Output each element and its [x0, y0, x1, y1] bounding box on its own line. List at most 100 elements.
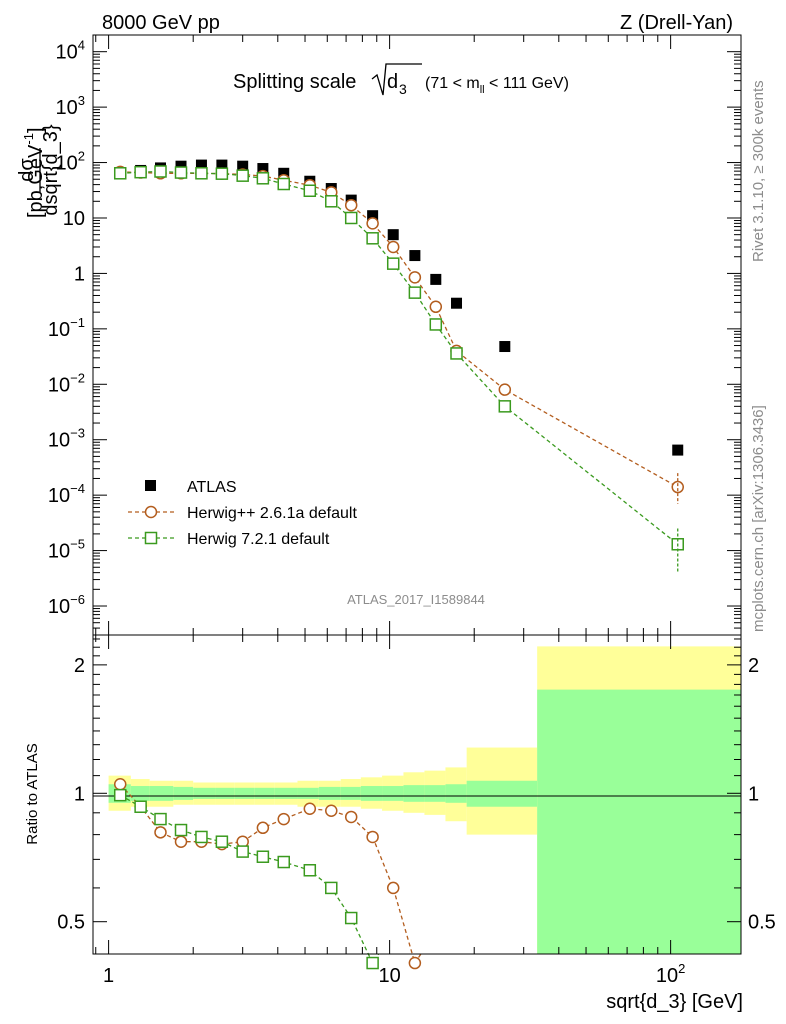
- ratio-band-inner-6: [234, 787, 255, 799]
- legend-label-atlas: ATLAS: [187, 479, 237, 496]
- ratio-point-s1-7: [256, 821, 270, 835]
- ratio-tick-label-left-1: 1: [74, 783, 85, 805]
- y-tick-label-0: 10−6: [48, 592, 85, 618]
- ratio-band-inner-16: [445, 784, 467, 803]
- ratio-frame: [92, 634, 742, 955]
- point-s1-17: [498, 383, 512, 396]
- ratio-series: [113, 777, 422, 970]
- legend-label-herwig7: Herwig 7.2.1 default: [187, 531, 330, 548]
- ratio-band-inner-9: [297, 787, 319, 799]
- point-s2-13: [386, 257, 400, 270]
- y-tick-label-1: 10−5: [48, 537, 85, 563]
- legend-label-herwigpp: Herwig++ 2.6.1a default: [187, 505, 357, 522]
- mcplots-text: mcplots.cern.ch [arXiv:1306.3436]: [750, 405, 767, 632]
- point-s0-7: [257, 163, 269, 175]
- ratio-point-s1-9: [303, 802, 317, 815]
- point-s0-15: [430, 273, 442, 285]
- point-s2-5: [215, 167, 229, 180]
- point-s0-8: [278, 167, 290, 179]
- point-s1-13: [386, 240, 400, 254]
- point-s2-10: [325, 195, 338, 208]
- x-tick-label-2: 102: [656, 961, 685, 987]
- ratio-band-inner-2: [149, 786, 174, 801]
- ratio-band-inner-14: [403, 785, 425, 802]
- ratio-band-inner-17: [466, 780, 538, 807]
- y-tick-label-6: 1: [74, 263, 85, 285]
- y-label-numerator: dσ: [16, 158, 38, 182]
- ratio-point-s1-14: [408, 956, 422, 970]
- y-axis-label: dσ dsqrt{d_3} [pb,GeV-1]: [16, 124, 62, 218]
- point-s0-18: [672, 444, 684, 456]
- ratio-point-s2-8: [277, 855, 290, 869]
- point-s2-8: [277, 177, 290, 191]
- ratio-point-s1-2: [154, 826, 167, 839]
- point-s2-4: [195, 167, 208, 180]
- ratio-band-inner-7: [254, 787, 275, 799]
- point-s2-3: [174, 166, 188, 179]
- ratio-y-axis-label: Ratio to ATLAS: [24, 743, 41, 844]
- ratio-tick-label-left-0: 0.5: [57, 912, 85, 934]
- legend: ATLAS Herwig++ 2.6.1a default Herwig 7.2…: [128, 479, 357, 548]
- point-s0-5: [216, 159, 228, 171]
- legend-marker-herwig7: [144, 531, 158, 545]
- ratio-band-inner-10: [318, 786, 341, 800]
- header-left: 8000 GeV pp: [102, 12, 220, 34]
- ratio-band-inner-13: [382, 786, 404, 801]
- ratio-point-s1-10: [325, 804, 338, 818]
- legend-marker-herwigpp: [144, 505, 158, 519]
- point-s0-4: [195, 159, 207, 171]
- y-tick-label-9: 103: [56, 93, 85, 119]
- ratio-band-inner-12: [360, 786, 383, 801]
- point-s2-15: [429, 318, 443, 331]
- point-s2-0: [113, 167, 127, 180]
- ratio-point-s2-10: [325, 881, 338, 895]
- point-s0-17: [499, 341, 511, 353]
- main-series: [113, 159, 684, 573]
- point-s2-6: [236, 169, 249, 182]
- point-s2-14: [408, 286, 422, 299]
- ratio-point-s2-6: [236, 845, 249, 858]
- point-s2-7: [256, 172, 270, 185]
- point-s0-14: [409, 250, 421, 262]
- y-label-denominator: dsqrt{d_3}: [40, 124, 62, 216]
- sqrt-symbol: [371, 63, 422, 96]
- x-tick-label-1: 10: [378, 965, 400, 987]
- title-symbol: d: [387, 71, 398, 93]
- ratio-point-s1-13: [386, 881, 400, 895]
- ratio-point-s2-11: [344, 911, 358, 925]
- ratio-band-inner-11: [340, 786, 361, 800]
- ratio-point-s1-11: [344, 810, 358, 824]
- y-tick-label-8: 102: [56, 149, 85, 175]
- point-s2-17: [498, 400, 512, 413]
- y-tick-label-3: 10−3: [48, 426, 85, 452]
- y-tick-label-4: 10−2: [48, 370, 85, 396]
- point-s0-16: [451, 297, 463, 309]
- ratio-bands: [108, 646, 741, 954]
- point-s2-2: [154, 165, 167, 178]
- ratio-point-s2-2: [154, 812, 167, 826]
- point-s2-1: [134, 165, 147, 179]
- tick-labels: 1 10 102 10−6 10−5 10−4 10−3 10−2 10−1 1 10 102 103 1…: [48, 38, 776, 987]
- ratio-tick-label-left-2: 2: [74, 655, 85, 677]
- ratio-band-inner-3: [173, 786, 194, 800]
- point-s2-12: [366, 232, 379, 245]
- point-s0-3: [175, 160, 187, 172]
- point-s0-6: [237, 160, 249, 172]
- ratio-point-s2-1: [134, 800, 147, 813]
- main-panel: [93, 35, 741, 635]
- point-s1-15: [429, 300, 443, 314]
- ratio-band-inner-5: [215, 787, 235, 799]
- ratio-point-s1-0: [113, 777, 127, 791]
- ratio-tick-label-right-1: 1: [748, 783, 759, 805]
- point-s1-18: [671, 480, 684, 494]
- ratio-point-s1-12: [366, 830, 379, 844]
- point-s2-16: [450, 347, 463, 360]
- ratio-band-inner-8: [274, 787, 298, 799]
- y-tick-label-2: 10−4: [48, 481, 85, 507]
- legend-marker-atlas: [145, 480, 156, 491]
- ratio-point-s2-7: [256, 850, 270, 863]
- title-subscript: 3: [399, 81, 407, 97]
- point-s1-11: [344, 198, 358, 212]
- ratio-band-inner-18: [537, 689, 741, 954]
- title-range: (71 < mll < 111 GeV): [425, 75, 569, 96]
